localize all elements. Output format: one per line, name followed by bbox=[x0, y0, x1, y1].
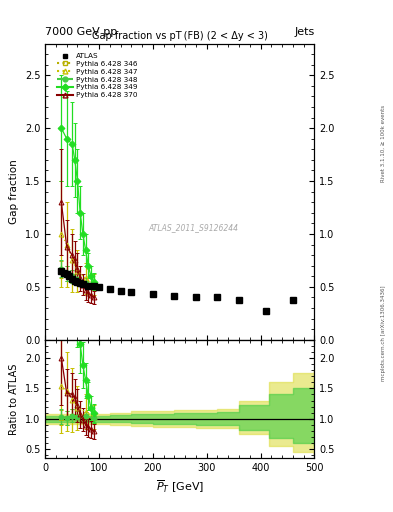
Text: Jets: Jets bbox=[294, 27, 314, 37]
Text: mcplots.cern.ch [arXiv:1306.3436]: mcplots.cern.ch [arXiv:1306.3436] bbox=[381, 285, 386, 380]
Text: ATLAS_2011_S9126244: ATLAS_2011_S9126244 bbox=[148, 223, 238, 232]
Title: Gap fraction vs pT (FB) (2 < Δy < 3): Gap fraction vs pT (FB) (2 < Δy < 3) bbox=[92, 31, 268, 41]
Text: Rivet 3.1.10, ≥ 100k events: Rivet 3.1.10, ≥ 100k events bbox=[381, 105, 386, 182]
Y-axis label: Gap fraction: Gap fraction bbox=[9, 159, 19, 224]
Y-axis label: Ratio to ATLAS: Ratio to ATLAS bbox=[9, 364, 19, 435]
Legend: ATLAS, Pythia 6.428 346, Pythia 6.428 347, Pythia 6.428 348, Pythia 6.428 349, P: ATLAS, Pythia 6.428 346, Pythia 6.428 34… bbox=[54, 50, 140, 101]
X-axis label: $\overline{P}_T$ [GeV]: $\overline{P}_T$ [GeV] bbox=[156, 479, 204, 495]
Text: 7000 GeV pp: 7000 GeV pp bbox=[45, 27, 118, 37]
